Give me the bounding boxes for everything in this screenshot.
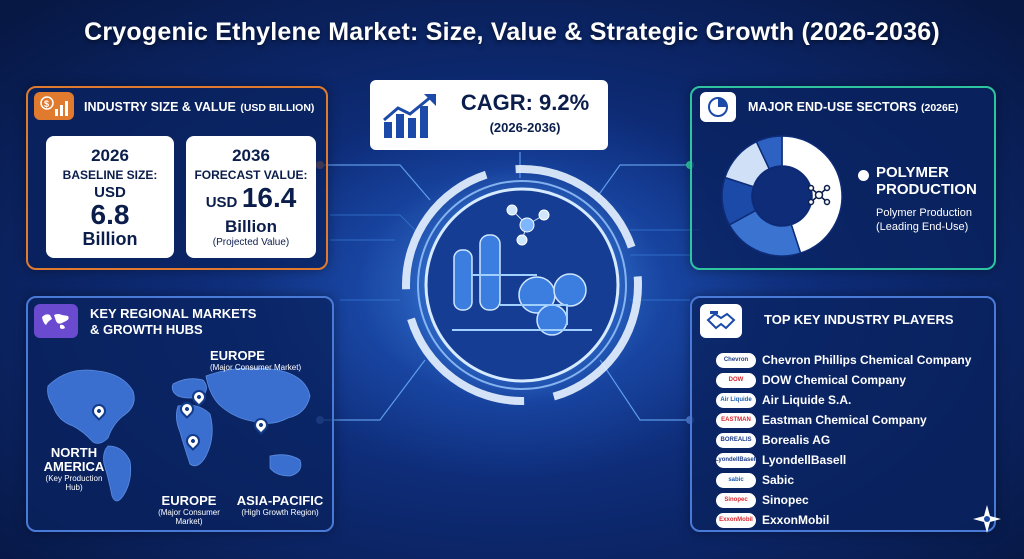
player-row: Air Liquide Air Liquide S.A.	[716, 390, 992, 410]
legend-title: POLYMER PRODUCTION	[876, 164, 977, 198]
forecast-label: FORECAST VALUE:	[194, 168, 308, 182]
legend-title-line-2: PRODUCTION	[876, 181, 977, 198]
player-row: Chevron Chevron Phillips Chemical Company	[716, 350, 992, 370]
key-players-panel: TOP KEY INDUSTRY PLAYERS Chevron Chevron …	[690, 296, 996, 532]
baseline-year: 2026	[91, 146, 129, 165]
dollar-chart-icon: $	[34, 92, 74, 120]
regional-header-line-2: & GROWTH HUBS	[90, 322, 203, 337]
players-header: TOP KEY INDUSTRY PLAYERS	[764, 312, 954, 327]
world-map-icon	[34, 304, 78, 338]
asia-pacific-label: ASIA-PACIFIC (High Growth Region)	[228, 493, 332, 518]
pie-chart-icon	[700, 92, 736, 122]
legend-subtitle-line-2: (Leading End-Use)	[876, 221, 969, 233]
forecast-unit: Billion	[225, 217, 277, 236]
donut-slice	[755, 135, 783, 170]
regional-header: KEY REGIONAL MARKETS & GROWTH HUBS	[90, 306, 256, 338]
player-row: DOW DOW Chemical Company	[716, 370, 992, 390]
sparkle-icon	[972, 504, 1002, 534]
baseline-card: 2026 BASELINE SIZE: USD 6.8 Billion	[46, 136, 174, 258]
north-america-sub-2: Hub)	[65, 483, 83, 492]
europe-top-sub: (Major Consumer Market)	[210, 363, 302, 372]
player-logo: Air Liquide	[716, 392, 756, 408]
legend-subtitle: Polymer Production (Leading End-Use)	[876, 206, 972, 234]
player-name: DOW Chemical Company	[762, 373, 907, 387]
player-logo: EASTMAN	[716, 412, 756, 428]
europe-bottom-sub-2: Market)	[175, 517, 203, 526]
player-logo: ExxonMobil	[716, 512, 756, 528]
end-use-header: MAJOR END-USE SECTORS (2026E)	[748, 98, 958, 116]
regional-header-line-1: KEY REGIONAL MARKETS	[90, 306, 257, 321]
end-use-header-year: (2026E)	[921, 102, 959, 114]
industry-size-panel: $ INDUSTRY SIZE & VALUE (USD BILLION) 20…	[26, 86, 328, 270]
north-america-sub-1: (Key Production	[45, 474, 103, 483]
forecast-value: 16.4	[241, 182, 297, 213]
baseline-currency: USD	[94, 184, 126, 201]
industry-header-unit: (USD BILLION)	[240, 102, 315, 114]
legend-dot	[858, 170, 869, 181]
industry-header-title: INDUSTRY SIZE & VALUE	[84, 100, 236, 114]
player-logo: Chevron	[716, 352, 756, 368]
end-use-donut-chart	[721, 135, 843, 257]
player-logo: DOW	[716, 372, 756, 388]
player-row: ExxonMobil ExxonMobil	[716, 510, 992, 530]
growth-chart-icon	[380, 90, 440, 140]
player-name: Sinopec	[762, 493, 809, 507]
end-use-header-title: MAJOR END-USE SECTORS	[748, 100, 917, 114]
forecast-year: 2036	[232, 146, 270, 165]
polymer-node-icon	[806, 182, 832, 208]
player-row: LyondellBasell LyondellBasell	[716, 450, 992, 470]
baseline-label: BASELINE SIZE:	[62, 168, 158, 182]
player-name: Borealis AG	[762, 433, 831, 447]
svg-text:$: $	[44, 99, 49, 109]
baseline-unit: Billion	[82, 229, 138, 249]
donut-hole	[753, 167, 811, 225]
player-logo: Sinopec	[716, 492, 756, 508]
asia-pacific-sub: (High Growth Region)	[241, 508, 319, 517]
cagr-box: CAGR: 9.2% (2026-2036)	[370, 80, 608, 150]
cagr-value: CAGR: 9.2%	[460, 90, 590, 115]
europe-top-label: EUROPE (Major Consumer Market)	[210, 348, 301, 372]
europe-bottom-label: EUROPE (Major Consumer Market)	[144, 493, 234, 527]
donut-slice	[781, 135, 843, 255]
regional-panel: KEY REGIONAL MARKETS & GROWTH HUBS EUROP…	[26, 296, 334, 532]
player-row: sabic Sabic	[716, 470, 992, 490]
europe-top-title: EUROPE	[210, 348, 265, 363]
end-use-panel: MAJOR END-USE SECTORS (2026E) POLYMER PR…	[690, 86, 996, 270]
player-row: BOREALIS Borealis AG	[716, 430, 992, 450]
page-title: Cryogenic Ethylene Market: Size, Value &…	[84, 18, 940, 46]
forecast-currency: USD	[205, 194, 238, 211]
cagr-period: (2026-2036)	[489, 120, 561, 135]
europe-bottom-title: EUROPE	[161, 493, 217, 508]
player-row: Sinopec Sinopec	[716, 490, 992, 510]
forecast-note: (Projected Value)	[212, 237, 290, 248]
player-name: LyondellBasell	[762, 453, 847, 467]
asia-pacific-title: ASIA-PACIFIC	[236, 493, 324, 508]
industry-header: INDUSTRY SIZE & VALUE (USD BILLION)	[84, 98, 314, 116]
player-name: ExxonMobil	[762, 513, 830, 527]
player-logo: BOREALIS	[716, 432, 756, 448]
central-hub	[392, 155, 652, 415]
north-america-title-1: NORTH	[50, 445, 98, 460]
forecast-card: 2036 FORECAST VALUE: USD 16.4 Billion (P…	[186, 136, 316, 258]
player-row: EASTMAN Eastman Chemical Company	[716, 410, 992, 430]
player-logo: sabic	[716, 472, 756, 488]
forecast-value-row: USD 16.4	[186, 184, 316, 217]
players-list: Chevron Chevron Phillips Chemical Company…	[716, 350, 992, 530]
handshake-icon	[700, 304, 742, 338]
north-america-label: NORTH AMERICA (Key Production Hub)	[34, 445, 114, 493]
baseline-value: 6.8	[90, 199, 130, 230]
north-america-title-2: AMERICA	[43, 459, 105, 474]
player-name: Air Liquide S.A.	[762, 393, 852, 407]
europe-bottom-sub-1: (Major Consumer	[158, 508, 220, 517]
player-name: Sabic	[762, 473, 795, 487]
legend-subtitle-line-1: Polymer Production	[876, 207, 972, 219]
player-name: Eastman Chemical Company	[762, 413, 927, 427]
player-logo: LyondellBasell	[716, 452, 756, 468]
legend-title-line-1: POLYMER	[876, 164, 949, 181]
player-name: Chevron Phillips Chemical Company	[762, 353, 972, 367]
